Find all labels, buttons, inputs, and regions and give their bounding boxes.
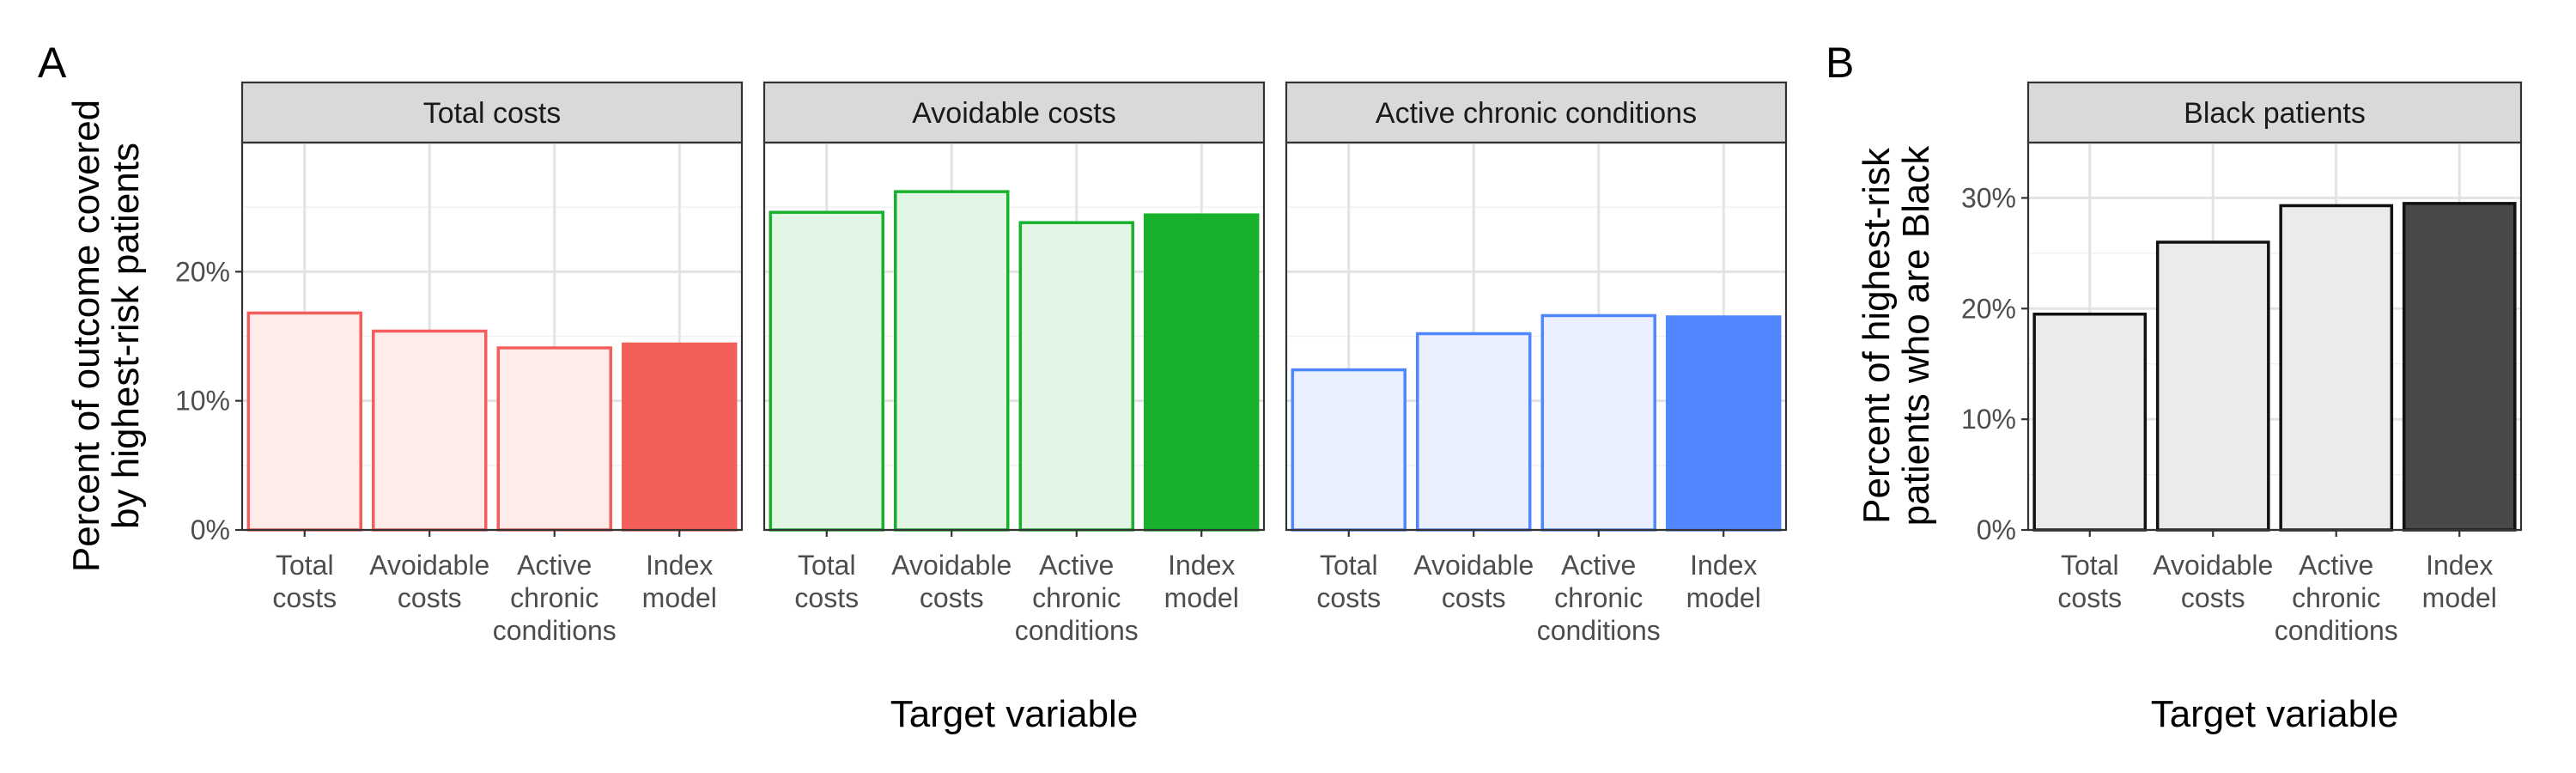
y-tick-label: 10% <box>1961 404 2016 435</box>
x-axis-title: Target variable <box>2151 693 2399 735</box>
facet-avoidable-costs: Avoidable costs Total costs Avoidable costsA… <box>762 81 1266 646</box>
panel-label-b: B <box>1826 39 1854 87</box>
facet-strip <box>2026 81 2523 144</box>
bar-total-costs-active-chronic-conditions <box>496 346 612 532</box>
y-tick-label: 20% <box>175 256 230 287</box>
facet-strip-label: Black patients <box>2184 97 2366 130</box>
panel-b: Black patients Total costs Avoidable costsAc… <box>1856 81 2523 735</box>
y-tick-label: 0% <box>191 514 230 545</box>
x-tick-label: Avoidable costs <box>2153 550 2273 613</box>
x-tick-label: Index model <box>1164 550 1239 613</box>
bar-total-costs-avoidable-costs <box>372 329 488 532</box>
facet-strip-label: Total costs <box>423 97 562 130</box>
panel-frame <box>762 141 1266 532</box>
bar-total-costs-index-model <box>622 342 738 532</box>
y-tick-label: 0% <box>1977 514 2016 545</box>
x-tick-label: Active chronic conditions <box>493 550 617 646</box>
facet-black-patients: Black patients Total costs Avoidable costsAc… <box>2026 81 2523 646</box>
bar-active-chronic-conditions-index-model <box>1666 315 1782 532</box>
y-tick-label: 20% <box>1961 293 2016 324</box>
y-axis-title: Percent of outcome coveredby highest-ris… <box>65 100 147 572</box>
bar-active-chronic-conditions-avoidable-costs <box>1416 332 1532 532</box>
x-tick-label: Avoidable costs <box>369 550 489 613</box>
x-tick-label: Total costs <box>2057 550 2122 613</box>
facet-strip <box>1285 81 1788 144</box>
bar-avoidable-costs-avoidable-costs <box>894 190 1010 532</box>
facet-active-chronic-conditions: Active chronic conditions Total costs Avoid… <box>1285 81 1788 646</box>
x-tick-label: Avoidable costs <box>1413 550 1534 613</box>
x-tick-label: Index model <box>2422 550 2497 613</box>
bar-black-patients-active-chronic-conditions <box>2279 204 2394 532</box>
panel-frame <box>1285 141 1788 532</box>
x-tick-label: Active chronic conditions <box>1537 550 1661 646</box>
panel-frame <box>240 141 744 532</box>
x-tick-label: Index model <box>1686 550 1761 613</box>
x-tick-label: Index model <box>642 550 717 613</box>
x-tick-label: Total costs <box>1316 550 1381 613</box>
facet-strip-label: Avoidable costs <box>912 97 1116 130</box>
facet-strip-label: Active chronic conditions <box>1376 97 1697 130</box>
bar-black-patients-avoidable-costs <box>2155 240 2270 532</box>
bar-avoidable-costs-active-chronic-conditions <box>1018 221 1134 532</box>
facet-total-costs: Total costs Total costs Avoidable costsActiv… <box>240 81 744 646</box>
x-tick-label: Total costs <box>272 550 337 613</box>
bar-active-chronic-conditions-total-costs <box>1291 368 1406 532</box>
y-tick-label: 30% <box>1961 182 2016 213</box>
panel-label-a: A <box>38 39 67 87</box>
x-tick-label: Total costs <box>794 550 859 613</box>
panel-frame <box>2026 141 2523 532</box>
facet-strip <box>762 81 1266 144</box>
bar-avoidable-costs-total-costs <box>769 210 884 532</box>
bar-black-patients-index-model <box>2402 202 2517 532</box>
y-axis-title: Percent of highest-riskpatients who are … <box>1856 145 1937 526</box>
x-tick-label: Active chronic conditions <box>1015 550 1139 646</box>
bar-active-chronic-conditions-active-chronic-conditions <box>1540 313 1656 532</box>
bar-black-patients-total-costs <box>2032 312 2148 532</box>
bar-total-costs-total-costs <box>246 311 362 532</box>
y-tick-label: 10% <box>175 386 230 417</box>
x-tick-label: Avoidable costs <box>891 550 1012 613</box>
facet-strip <box>240 81 744 144</box>
bar-avoidable-costs-index-model <box>1144 213 1260 532</box>
x-tick-label: Active chronic conditions <box>2275 550 2398 646</box>
x-axis-title: Target variable <box>890 693 1139 735</box>
